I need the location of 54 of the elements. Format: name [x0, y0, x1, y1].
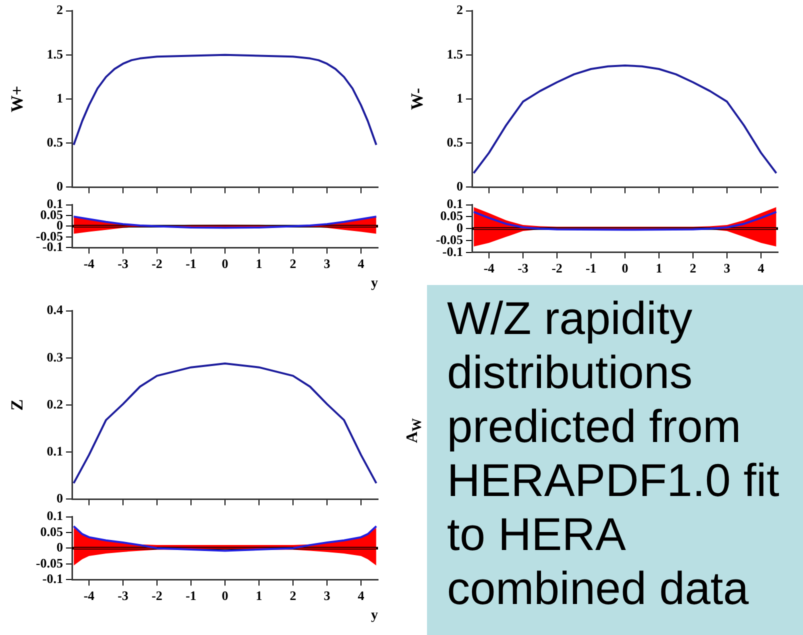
y-tick-label: 0.5 [446, 134, 464, 150]
y-tick-label: 0.1 [46, 196, 63, 212]
y-tick-label: 0 [56, 490, 63, 506]
x-tick-label: 2 [690, 260, 696, 276]
x-tick-label: 0 [622, 260, 628, 276]
y-tick-label: 0 [56, 178, 63, 194]
x-tick-label: -1 [186, 256, 196, 271]
y-tick-label: -0.05 [36, 555, 64, 570]
y-tick-label: 1.5 [46, 46, 64, 62]
x-tick-label: 2 [290, 256, 296, 271]
x-tick-label: 4 [358, 256, 365, 271]
y-tick-label: 2 [56, 2, 63, 18]
x-tick-label: -1 [186, 588, 196, 603]
x-tick-label: 0 [222, 256, 228, 271]
x-tick-label: 3 [324, 256, 331, 271]
y-axis-title: W- [408, 88, 427, 110]
x-tick-label: -3 [518, 260, 529, 276]
x-tick-label: 3 [324, 588, 331, 603]
y-tick-label: 0.5 [46, 134, 64, 150]
y-tick-label: 0 [456, 178, 463, 194]
x-tick-label: -4 [84, 256, 95, 271]
y-tick-label: -0.1 [42, 570, 63, 586]
x-tick-label: 0 [222, 588, 228, 603]
x-tick-label: 3 [724, 260, 731, 276]
text: W/Z rapidity distributions predicted from HERAPDF1.0 fit to HERA combined data [427, 285, 803, 635]
y-tick-label: 1.5 [446, 46, 464, 62]
x-tick-label: -1 [586, 260, 596, 276]
y-tick-label: 1 [456, 90, 463, 106]
x-tick-label: -4 [484, 260, 495, 276]
y-tick-label: 1 [56, 90, 63, 106]
x-tick-label: -3 [118, 588, 129, 603]
y-tick-label: 0 [56, 540, 63, 555]
y-axis-title: Z [8, 399, 27, 411]
y-axis-title: W+ [8, 86, 27, 112]
x-tick-label: 4 [358, 588, 365, 603]
y-tick-label: 0.1 [46, 443, 63, 458]
x-tick-label: 2 [290, 588, 296, 603]
x-tick-label: -2 [152, 256, 162, 271]
y-tick-label: 0.05 [40, 524, 64, 539]
x-tick-label: 1 [656, 260, 662, 276]
x-axis-title: y [371, 608, 378, 624]
y-tick-label: 0.2 [46, 396, 63, 412]
x-tick-label: -4 [84, 588, 95, 603]
x-tick-label: -3 [118, 256, 129, 271]
y-tick-label: 0.3 [46, 349, 64, 364]
x-tick-label: 4 [758, 260, 765, 276]
x-tick-label: -2 [152, 588, 162, 603]
y-tick-label: 0.4 [46, 302, 64, 318]
x-tick-label: 1 [256, 256, 262, 271]
x-tick-label: -2 [552, 260, 562, 276]
y-tick-label: 2 [456, 2, 463, 18]
x-axis-title: y [371, 276, 378, 292]
x-tick-label: 1 [256, 588, 262, 603]
y-tick-label: 0.1 [46, 508, 63, 524]
